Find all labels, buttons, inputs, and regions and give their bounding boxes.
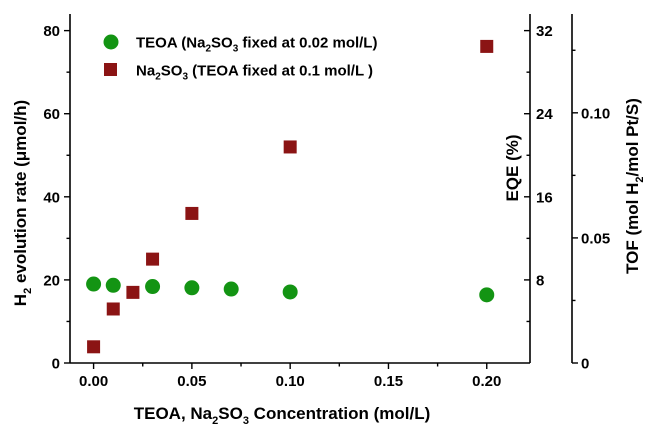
data-point-series-1 (146, 252, 160, 266)
data-point-series-1 (480, 39, 494, 53)
y-left-tick-label: 0 (52, 356, 60, 373)
y-tof-tick-label: 0.05 (581, 230, 610, 247)
y-left-tick-label: 80 (43, 23, 60, 40)
data-point-series-1 (283, 140, 297, 154)
legend-label-na2so3: Na2SO3 (TEOA fixed at 0.1 mol/L ) (136, 63, 373, 83)
data-point-series-0 (86, 276, 102, 292)
legend-label-teoa: TEOA (Na2SO3 fixed at 0.02 mol/L) (136, 35, 377, 55)
y-axis-title-eqe: EQE (%) (503, 134, 522, 201)
x-tick-label: 0.05 (177, 373, 206, 390)
data-point-series-1 (87, 340, 101, 354)
y-axis-title-tof: TOF (mol H2/mol Pt/S) (623, 98, 646, 274)
legend-entry-teoa: TEOA (Na2SO3 fixed at 0.02 mol/L) (103, 34, 377, 55)
y-left-tick-label: 20 (43, 272, 60, 289)
y-eqe-tick-label: 32 (536, 23, 553, 40)
data-point-series-1 (185, 206, 199, 220)
y-eqe-tick-label: 24 (536, 106, 553, 123)
legend-marker-circle (103, 34, 119, 50)
x-tick-label: 0.10 (276, 373, 305, 390)
x-axis-title: TEOA, Na2SO3 Concentration (mol/L) (134, 404, 431, 427)
legend-marker-square (104, 63, 117, 76)
y-eqe-tick-label: 8 (536, 272, 544, 289)
x-tick-label: 0.20 (472, 373, 501, 390)
legend-entry-na2so3: Na2SO3 (TEOA fixed at 0.1 mol/L ) (104, 63, 373, 83)
y-tof-tick-label: 0 (581, 356, 589, 373)
data-point-series-0 (282, 284, 298, 300)
data-point-series-0 (145, 279, 161, 295)
data-point-series-0 (105, 277, 121, 293)
x-tick-label: 0.15 (374, 373, 403, 390)
x-tick-label: 0.00 (79, 373, 108, 390)
data-point-series-1 (106, 302, 120, 316)
y-axis-title-left: H2 evolution rate (μmol/h) (11, 100, 34, 306)
data-point-series-0 (479, 287, 495, 303)
plot-area: 0.00 0.05 0.10 0.15 0.20 0 20 40 60 80 8 16 24 32 0 0.0… (43, 14, 610, 390)
y-left-tick-label: 40 (43, 189, 60, 206)
y-left-tick-label: 60 (43, 106, 60, 123)
data-point-series-0 (223, 281, 239, 297)
data-point-series-1 (126, 285, 140, 299)
legend: TEOA (Na2SO3 fixed at 0.02 mol/L) Na2SO3… (103, 34, 377, 83)
y-eqe-tick-label: 16 (536, 189, 553, 206)
y-tof-tick-label: 0.10 (581, 105, 610, 122)
data-marks (86, 39, 495, 354)
data-point-series-0 (184, 280, 200, 296)
